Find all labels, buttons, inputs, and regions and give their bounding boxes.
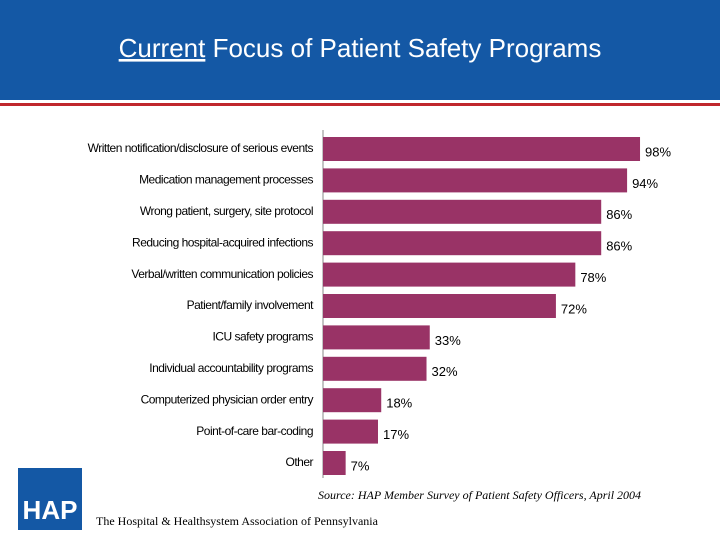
value-label: 94%: [632, 176, 658, 191]
logo-box: [18, 468, 82, 530]
bar: [323, 137, 641, 161]
source-note: Source: HAP Member Survey of Patient Saf…: [318, 488, 641, 502]
header-band: [0, 0, 720, 100]
category-label: Computerized physician order entry: [141, 392, 314, 406]
bar: [323, 262, 576, 287]
bar: [323, 356, 427, 381]
value-label: 32%: [432, 364, 458, 379]
category-label: Verbal/written communication policies: [131, 267, 313, 281]
value-label: 7%: [351, 458, 370, 473]
value-label: 18%: [386, 396, 412, 411]
organization: The Hospital & Healthsystem Association …: [96, 514, 379, 528]
value-label: 86%: [606, 239, 632, 254]
category-label: ICU safety programs: [212, 330, 313, 344]
category-label: Reducing hospital-acquired infections: [132, 235, 313, 249]
category-label: Wrong patient, surgery, site protocol: [140, 204, 313, 218]
bar: [323, 199, 602, 224]
bar: [323, 325, 430, 350]
category-label: Written notification/disclosure of serio…: [88, 141, 314, 155]
bar: [323, 419, 378, 444]
header-gap: [0, 100, 720, 103]
value-label: 33%: [435, 333, 461, 348]
bar: [323, 168, 628, 193]
value-label: 78%: [580, 270, 606, 285]
bar: [323, 231, 602, 256]
category-label: Other: [285, 455, 313, 469]
category-label: Patient/family involvement: [187, 298, 315, 312]
bar: [323, 451, 346, 475]
chart-title: Current Focus of Patient Safety Programs: [119, 33, 602, 63]
value-label: 17%: [383, 427, 409, 442]
bar: [323, 388, 382, 413]
value-label: 98%: [645, 144, 671, 159]
bar: [323, 294, 556, 318]
logo: HAP: [23, 495, 78, 525]
category-label: Individual accountability programs: [149, 361, 313, 375]
value-label: 86%: [606, 207, 632, 222]
category-label: Medication management processes: [139, 173, 313, 187]
value-label: 72%: [561, 301, 587, 316]
header-rule: [0, 103, 720, 106]
category-label: Point-of-care bar-coding: [196, 424, 313, 438]
